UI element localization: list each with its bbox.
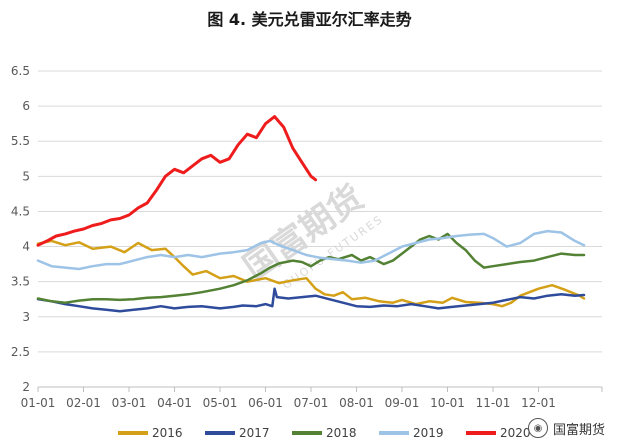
x-tick-label: 04-01 (157, 396, 192, 410)
brand-name: 国富期货 (552, 422, 605, 438)
x-tick-label: 01-01 (21, 396, 56, 410)
y-tick-label: 3 (22, 310, 30, 324)
chart-title: 图 4. 美元兑雷亚尔汇率走势 (207, 10, 412, 29)
y-tick-label: 4.5 (11, 204, 30, 218)
legend: 2016 2017 2018 2019 2020 (118, 426, 531, 440)
y-tick-label: 6.5 (11, 64, 30, 78)
wechat-icon: ◉ (527, 418, 548, 438)
x-tick-label: 10-01 (430, 396, 465, 410)
y-tick-label: 2 (22, 380, 30, 394)
y-tick-label: 3.5 (11, 275, 30, 289)
x-tick-label: 11-01 (476, 396, 511, 410)
x-tick-label: 03-01 (112, 396, 147, 410)
series-line-2017 (36, 287, 586, 313)
series-lines (36, 115, 586, 313)
y-tick-label: 2.5 (11, 345, 30, 359)
legend-label-2017: 2017 (239, 426, 270, 440)
x-tick-label: 08-01 (339, 396, 374, 410)
series-line-2020 (36, 115, 318, 247)
y-tick-label: 4 (22, 240, 30, 254)
y-tick-label: 6 (22, 99, 30, 113)
y-tick-label: 5 (22, 169, 30, 183)
legend-label-2016: 2016 (152, 426, 183, 440)
x-tick-label: 07-01 (294, 396, 329, 410)
series-line-2016 (36, 239, 586, 308)
x-tick-label: 12-01 (521, 396, 556, 410)
legend-label-2020: 2020 (500, 426, 531, 440)
brand-logo: ◉ 国富期货 (527, 418, 605, 438)
series-line-2019 (36, 229, 586, 271)
legend-label-2019: 2019 (413, 426, 444, 440)
y-tick-label: 5.5 (11, 134, 30, 148)
x-tick-label: 05-01 (203, 396, 238, 410)
x-tick-label: 06-01 (248, 396, 283, 410)
axes: 2 2.5 3 3.5 4 4.5 5 5.5 6 6.5 01-01 02-01 03-01 04-01… (11, 64, 603, 410)
legend-label-2018: 2018 (326, 426, 357, 440)
x-tick-label: 02-01 (66, 396, 101, 410)
x-tick-label: 09-01 (385, 396, 420, 410)
